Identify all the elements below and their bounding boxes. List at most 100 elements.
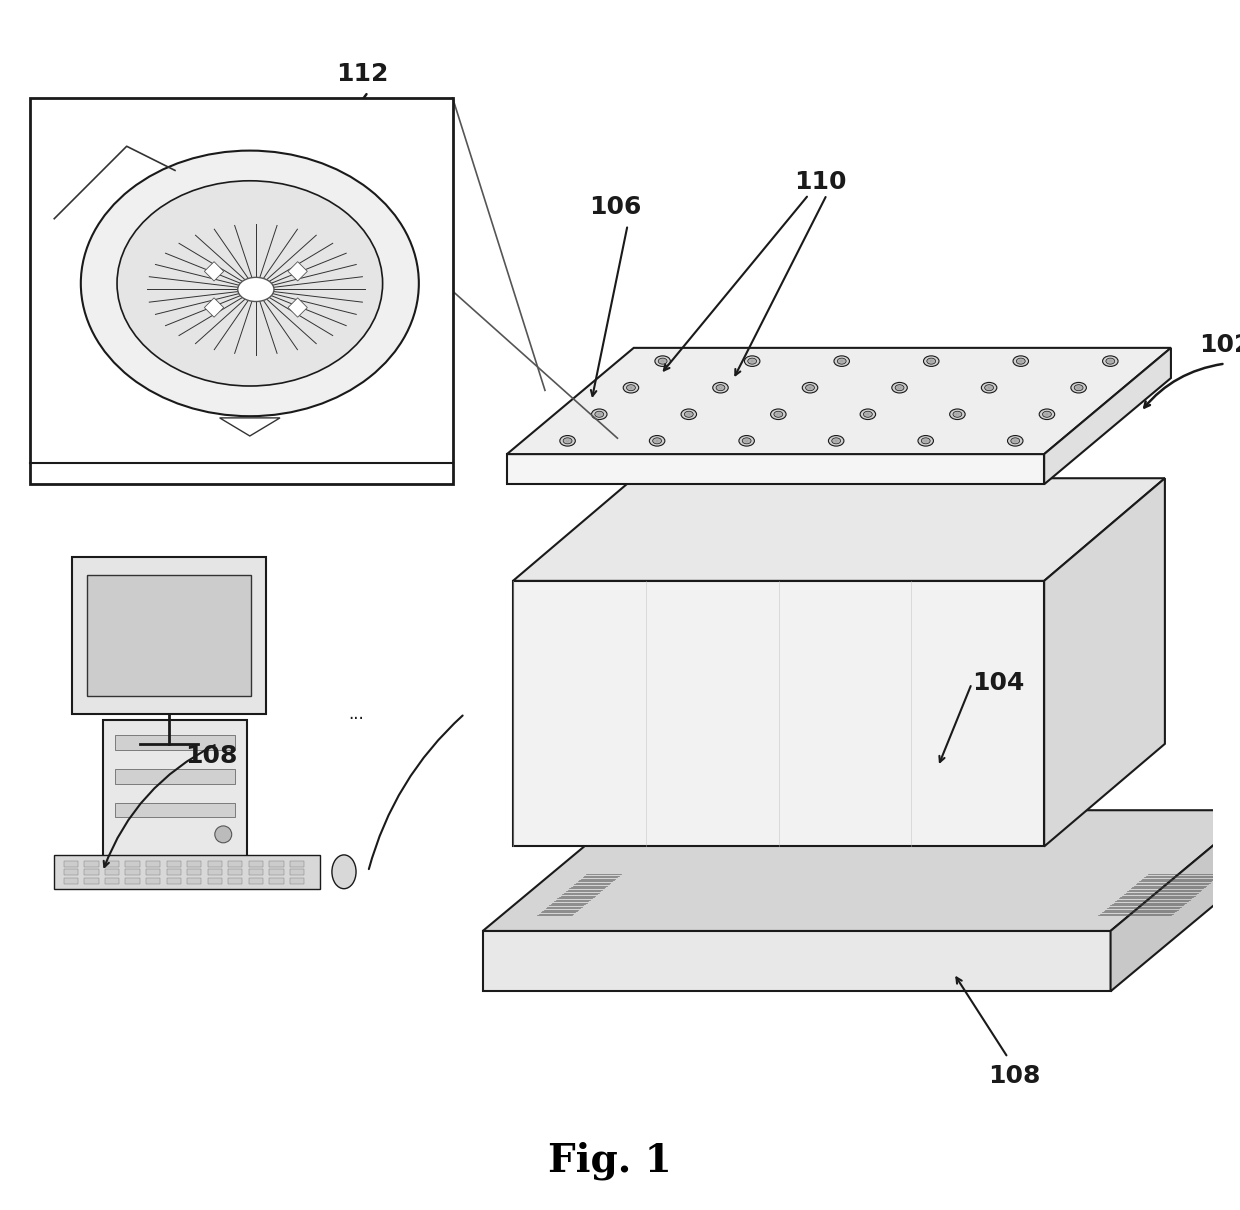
Bar — [207, 869, 222, 875]
Bar — [87, 575, 250, 696]
Polygon shape — [507, 347, 1171, 454]
Ellipse shape — [985, 385, 993, 391]
Bar — [103, 720, 248, 859]
Ellipse shape — [739, 436, 754, 446]
Ellipse shape — [924, 356, 939, 367]
Circle shape — [215, 826, 232, 843]
Bar — [105, 869, 119, 875]
Ellipse shape — [921, 438, 930, 444]
Bar — [125, 869, 140, 875]
Bar — [55, 855, 320, 888]
Bar — [146, 869, 160, 875]
Text: Fig. 1: Fig. 1 — [548, 1141, 671, 1180]
Ellipse shape — [918, 436, 934, 446]
Bar — [105, 877, 119, 883]
Ellipse shape — [743, 438, 751, 444]
Ellipse shape — [1102, 356, 1118, 367]
Ellipse shape — [117, 180, 383, 386]
Bar — [64, 877, 78, 883]
Bar — [84, 877, 99, 883]
Bar — [146, 877, 160, 883]
Polygon shape — [205, 261, 223, 281]
Text: 102: 102 — [1199, 334, 1240, 357]
Ellipse shape — [981, 382, 997, 393]
Ellipse shape — [81, 150, 419, 416]
Ellipse shape — [861, 409, 875, 420]
Bar — [84, 862, 99, 868]
Ellipse shape — [624, 382, 639, 393]
Ellipse shape — [892, 382, 908, 393]
Ellipse shape — [1074, 385, 1083, 391]
Ellipse shape — [806, 385, 815, 391]
Ellipse shape — [774, 411, 782, 417]
Bar — [72, 557, 265, 714]
Ellipse shape — [837, 358, 846, 364]
Bar — [64, 869, 78, 875]
Polygon shape — [1044, 347, 1171, 484]
Bar — [166, 862, 181, 868]
Bar — [290, 869, 304, 875]
Bar — [207, 862, 222, 868]
Ellipse shape — [744, 356, 760, 367]
Polygon shape — [288, 298, 308, 317]
Bar — [248, 862, 263, 868]
Ellipse shape — [835, 356, 849, 367]
Bar — [187, 869, 201, 875]
Polygon shape — [219, 417, 280, 436]
Polygon shape — [288, 261, 308, 281]
Ellipse shape — [1071, 382, 1086, 393]
Ellipse shape — [1039, 409, 1055, 420]
Bar — [248, 877, 263, 883]
Ellipse shape — [238, 277, 274, 301]
Bar — [187, 862, 201, 868]
Bar — [64, 862, 78, 868]
Bar — [269, 869, 284, 875]
Bar — [125, 862, 140, 868]
Bar — [114, 736, 236, 750]
Ellipse shape — [332, 855, 356, 888]
Ellipse shape — [626, 385, 635, 391]
Text: ...: ... — [348, 704, 363, 722]
Polygon shape — [1111, 811, 1240, 991]
Ellipse shape — [926, 358, 936, 364]
Text: 110: 110 — [795, 171, 847, 195]
Ellipse shape — [650, 436, 665, 446]
Polygon shape — [507, 454, 1044, 484]
Bar — [269, 877, 284, 883]
Polygon shape — [1044, 478, 1164, 847]
Text: 108: 108 — [988, 1064, 1040, 1088]
Bar — [290, 877, 304, 883]
Text: 112: 112 — [336, 62, 388, 86]
Ellipse shape — [1106, 358, 1115, 364]
Ellipse shape — [559, 436, 575, 446]
Ellipse shape — [681, 409, 697, 420]
Bar — [125, 877, 140, 883]
Bar — [30, 98, 453, 484]
Ellipse shape — [1013, 356, 1028, 367]
Ellipse shape — [863, 411, 872, 417]
Text: 108: 108 — [185, 744, 237, 768]
Ellipse shape — [713, 382, 728, 393]
Bar — [207, 877, 222, 883]
Bar — [187, 877, 201, 883]
Bar — [105, 862, 119, 868]
Ellipse shape — [591, 409, 608, 420]
Polygon shape — [513, 478, 1164, 581]
Ellipse shape — [655, 356, 671, 367]
Ellipse shape — [684, 411, 693, 417]
Ellipse shape — [832, 438, 841, 444]
Ellipse shape — [954, 411, 962, 417]
Ellipse shape — [652, 438, 661, 444]
Ellipse shape — [658, 358, 667, 364]
Bar — [269, 862, 284, 868]
Ellipse shape — [802, 382, 817, 393]
Bar — [228, 877, 243, 883]
Ellipse shape — [1043, 411, 1052, 417]
Bar — [146, 862, 160, 868]
Bar — [228, 862, 243, 868]
Bar — [166, 877, 181, 883]
Ellipse shape — [1017, 358, 1025, 364]
Polygon shape — [482, 930, 1111, 991]
Polygon shape — [513, 581, 1044, 847]
Ellipse shape — [563, 438, 572, 444]
